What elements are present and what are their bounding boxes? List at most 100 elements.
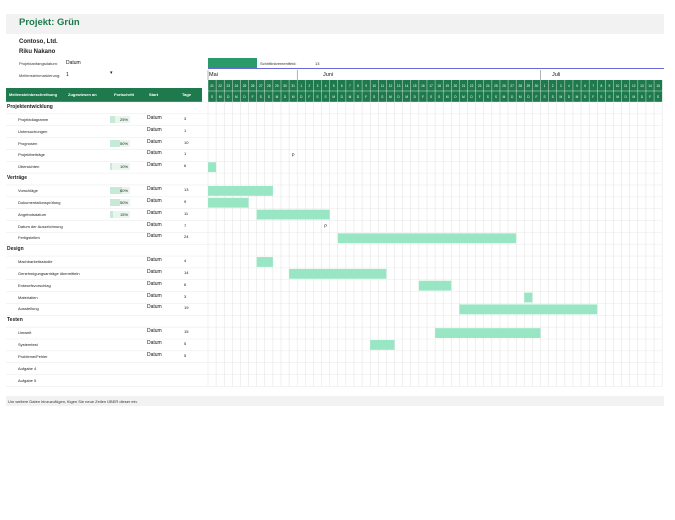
task-name[interactable]: Projektbeiträge [18, 152, 45, 158]
task-name[interactable]: Prognosen [18, 140, 38, 146]
start-date[interactable]: Datum [147, 138, 162, 145]
section-row[interactable]: Design [6, 244, 202, 256]
task-name[interactable]: Untersuchungen [18, 128, 48, 134]
duration-days[interactable]: 13 [184, 186, 189, 192]
duration-days[interactable]: 1 [184, 127, 187, 133]
progress-cell[interactable]: 60% [110, 186, 130, 194]
task-name[interactable]: Systemtest [18, 342, 38, 347]
gantt-bar[interactable] [459, 304, 598, 315]
table-row[interactable]: Aufgabe 5 [6, 375, 202, 387]
duration-days[interactable]: 4 [184, 258, 187, 264]
duration-days[interactable]: 6 [184, 163, 187, 169]
start-date[interactable]: Datum [147, 114, 162, 121]
task-name[interactable]: Übersichten [18, 164, 40, 170]
start-date[interactable]: Datum [147, 162, 162, 169]
gantt-bar[interactable] [435, 328, 541, 338]
start-date[interactable]: Datum [147, 221, 162, 228]
table-row[interactable]: Fertigstellen Datum 24 [6, 232, 202, 244]
milestone-value[interactable]: 1 [66, 72, 69, 78]
section-title[interactable]: Verträge [7, 175, 28, 182]
gantt-bar[interactable] [370, 340, 395, 350]
start-date[interactable]: Datum [147, 209, 162, 216]
task-name[interactable]: Materialien [18, 294, 38, 300]
start-date[interactable]: Datum [147, 197, 162, 204]
table-row[interactable]: Genehmigungsanträge übermitteln Datum 14 [6, 268, 202, 280]
duration-days[interactable]: 5 [184, 341, 187, 346]
task-name[interactable]: Datum der Auszeichnung [18, 223, 63, 229]
table-row[interactable]: Probleme/Fehler Datum 5 [6, 351, 202, 363]
duration-days[interactable]: 14 [184, 269, 189, 275]
table-row[interactable]: Ausstellung Datum 19 [6, 303, 202, 315]
gantt-bar[interactable] [208, 197, 249, 208]
table-row[interactable]: Materialien Datum 3 [6, 292, 202, 304]
table-row[interactable]: Übersichten 10% Datum 6 [6, 161, 202, 173]
progress-cell[interactable]: 25% [110, 115, 130, 123]
table-row[interactable]: Projektdiagramm 25% Datum 3 [6, 114, 202, 126]
task-name[interactable]: Angebotsdatum [18, 211, 47, 217]
task-name[interactable]: Genehmigungsanträge übermitteln [18, 270, 80, 276]
task-name[interactable]: Umwelt [18, 330, 32, 336]
task-name[interactable]: Projektdiagramm [18, 116, 49, 122]
gantt-bar[interactable] [208, 162, 217, 173]
progress-cell[interactable]: 50% [110, 139, 130, 147]
start-date[interactable]: Datum [147, 340, 162, 346]
duration-days[interactable]: 5 [184, 352, 187, 358]
table-row[interactable]: Entwurfsvorschlag Datum 6 [6, 280, 202, 292]
section-title[interactable]: Design [7, 246, 24, 253]
task-name[interactable]: Entwurfsvorschlag [18, 282, 51, 288]
table-row[interactable]: Systemtest Datum 5 [6, 339, 202, 351]
progress-cell[interactable]: 15% [110, 210, 130, 218]
section-row[interactable]: Projektentwicklung [6, 102, 202, 114]
duration-days[interactable]: 6 [184, 281, 187, 287]
milestone-dropdown-icon[interactable]: ▾ [110, 70, 113, 76]
progress-cell[interactable]: 10% [110, 163, 130, 171]
table-row[interactable]: Dokumentationsprüfung 50% Datum 9 [6, 197, 202, 209]
duration-days[interactable]: 3 [184, 293, 187, 299]
start-date[interactable]: Datum [147, 150, 162, 157]
section-row[interactable]: Verträge [6, 173, 202, 185]
gantt-bar[interactable] [337, 233, 517, 244]
start-date[interactable]: Datum [147, 280, 162, 287]
project-start-value[interactable]: Datum [66, 60, 81, 66]
start-date[interactable]: Datum [147, 233, 162, 240]
table-row[interactable]: Datum der Auszeichnung Datum 7 [6, 221, 202, 233]
gantt-bar[interactable] [418, 280, 452, 291]
section-title[interactable]: Projektentwicklung [7, 104, 53, 110]
duration-days[interactable]: 9 [184, 198, 187, 204]
table-row[interactable]: Angebotsdatum 15% Datum 11 [6, 209, 202, 221]
table-row[interactable]: Machbarkeitsstudie Datum 4 [6, 256, 202, 268]
task-name[interactable]: Aufgabe 5 [18, 377, 37, 383]
start-date[interactable]: Datum [147, 292, 162, 299]
table-row[interactable]: Aufgabe 4 [6, 363, 202, 375]
scroll-value[interactable]: 13 [315, 61, 320, 66]
duration-days[interactable]: 15 [184, 329, 189, 335]
duration-days[interactable]: 3 [184, 115, 187, 121]
duration-days[interactable]: 19 [184, 305, 189, 311]
start-date[interactable]: Datum [147, 268, 162, 275]
duration-days[interactable]: 24 [184, 234, 189, 240]
scrollbar[interactable] [208, 58, 257, 69]
duration-days[interactable]: 7 [184, 222, 187, 228]
table-row[interactable]: Prognosen 50% Datum 10 [6, 138, 202, 150]
duration-days[interactable]: 1 [184, 151, 187, 157]
section-title[interactable]: Testen [7, 317, 23, 324]
task-name[interactable]: Dokumentationsprüfung [18, 199, 61, 205]
start-date[interactable]: Datum [147, 351, 162, 358]
progress-cell[interactable]: 50% [110, 198, 130, 206]
gantt-bar[interactable] [256, 209, 330, 220]
start-date[interactable]: Datum [147, 257, 162, 264]
task-name[interactable]: Vorschläge [18, 187, 38, 193]
table-row[interactable]: Projektbeiträge Datum 1 [6, 149, 202, 161]
task-name[interactable]: Probleme/Fehler [18, 353, 48, 359]
gantt-bar[interactable] [289, 268, 387, 279]
duration-days[interactable]: 10 [184, 139, 189, 145]
start-date[interactable]: Datum [147, 185, 162, 192]
task-name[interactable]: Fertigstellen [18, 235, 40, 241]
gantt-bar[interactable] [208, 185, 273, 196]
start-date[interactable]: Datum [147, 304, 162, 311]
start-date[interactable]: Datum [147, 328, 162, 335]
gantt-bar[interactable] [524, 292, 533, 303]
task-name[interactable]: Ausstellung [18, 306, 39, 312]
start-date[interactable]: Datum [147, 126, 162, 133]
section-row[interactable]: Testen [6, 315, 202, 327]
